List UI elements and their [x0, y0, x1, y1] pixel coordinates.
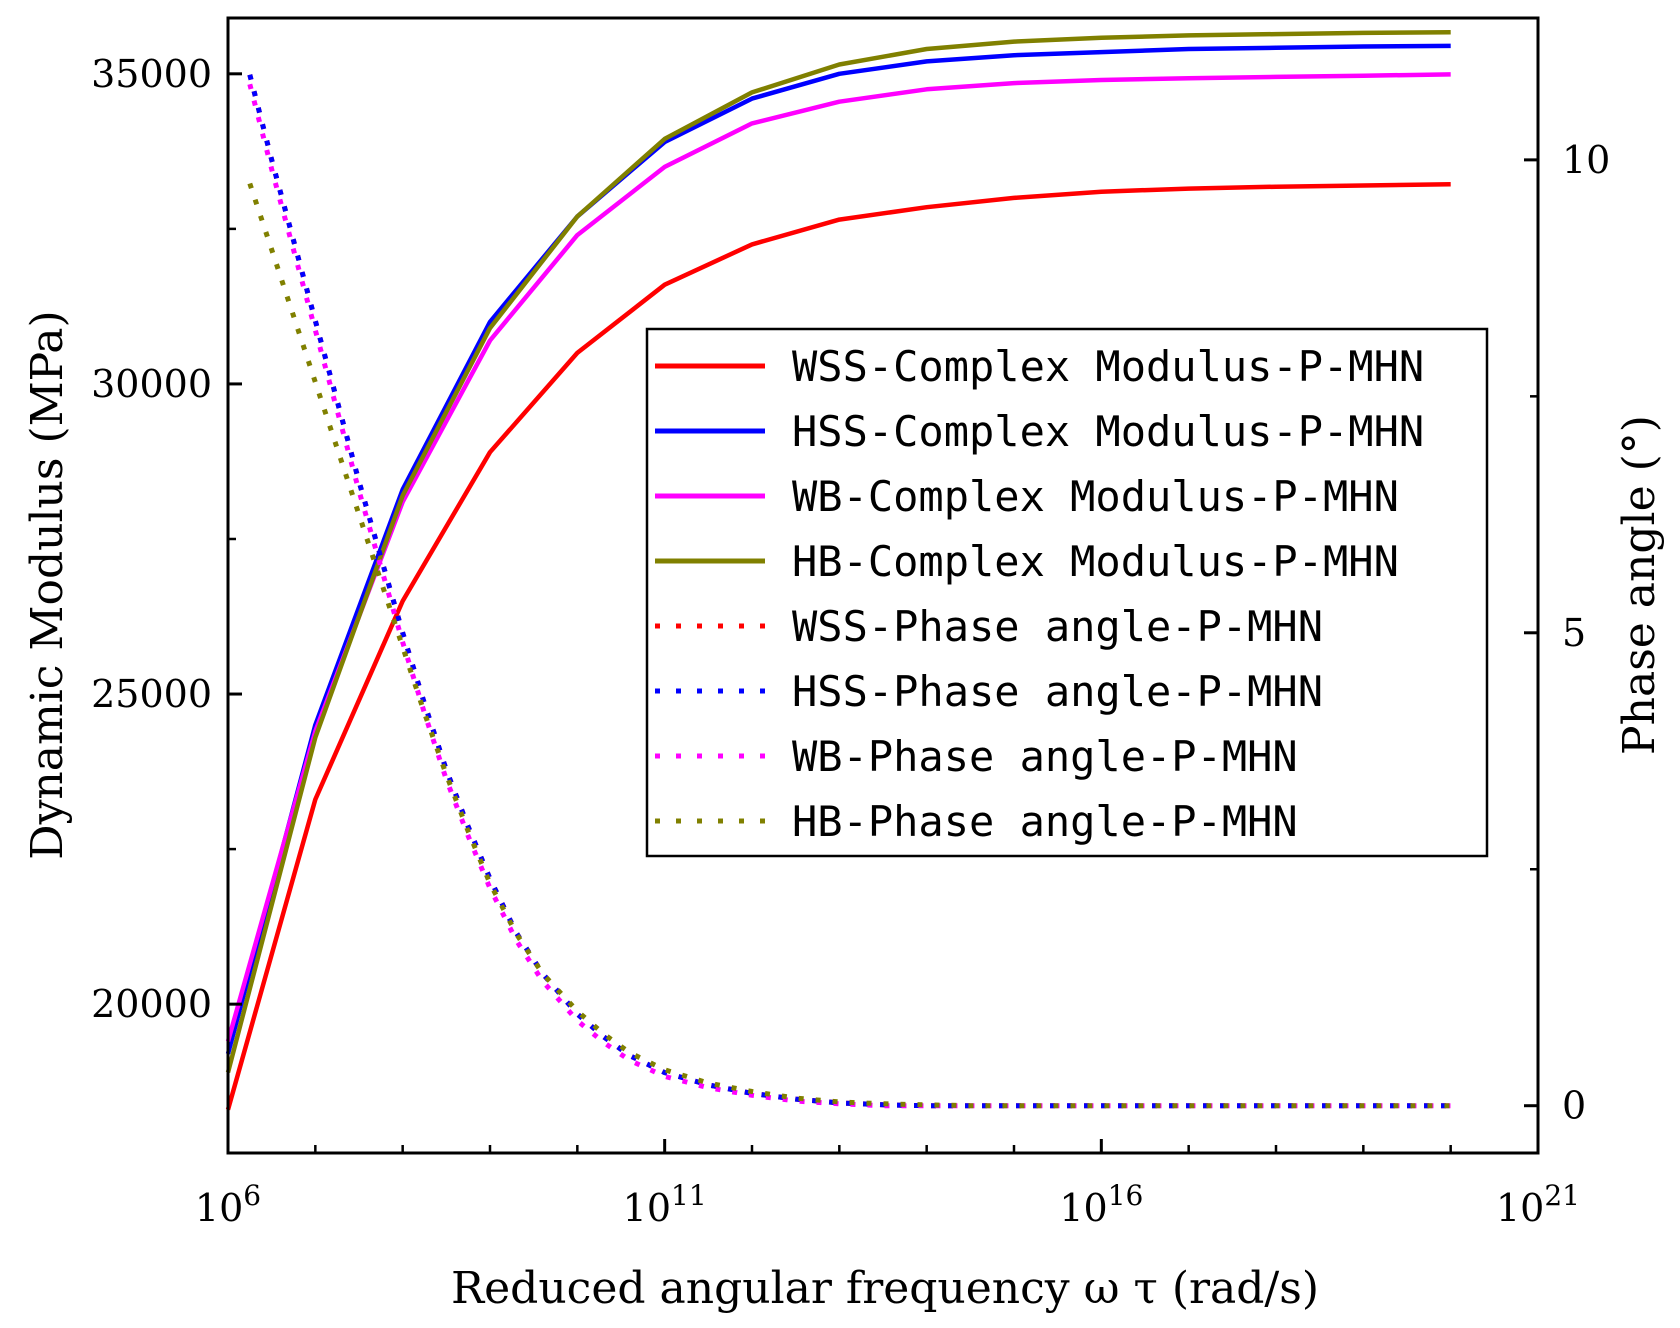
- legend: WSS-Complex Modulus-P-MHN HSS-Complex Mod…: [645, 327, 1489, 858]
- y-tick-label: 35000: [91, 52, 212, 96]
- series-line-hb-phase-angle-p-mhn: [247, 182, 1451, 1109]
- axes-layer: 106 1011 1016 1021 20000 25000 30000 35000 0 5 10: [91, 52, 1610, 1230]
- x-tick-label: 1016: [1059, 1179, 1143, 1230]
- legend-label: HB-Complex Modulus-P-MHN: [792, 537, 1399, 586]
- series-line-wb-complex-modulus-p-mhn: [225, 72, 1451, 1043]
- plot-frame: [226, 16, 1540, 1155]
- legend-label: WB-Complex Modulus-P-MHN: [792, 472, 1399, 521]
- x-tick-label: 1021: [1496, 1179, 1580, 1230]
- series-line-wss-complex-modulus-p-mhn: [225, 181, 1451, 1111]
- legend-label: WSS-Phase angle-P-MHN: [792, 602, 1323, 651]
- x-axis-title: Reduced angular frequency ω τ (rad/s): [451, 1263, 1319, 1314]
- series-line-hss-complex-modulus-p-mhn: [225, 43, 1451, 1055]
- y-axis-title: Dynamic Modulus (MPa): [22, 310, 73, 859]
- series-line-hb-complex-modulus-p-mhn: [225, 30, 1451, 1073]
- y-tick-label: 30000: [91, 362, 212, 406]
- y2-tick-label: 5: [1562, 611, 1586, 655]
- legend-label: HSS-Complex Modulus-P-MHN: [792, 407, 1424, 456]
- y2-tick-label: 0: [1562, 1084, 1586, 1128]
- y2-axis-title: Phase angle (°): [1614, 415, 1665, 755]
- legend-label: HB-Phase angle-P-MHN: [792, 797, 1298, 846]
- y-tick-label: 25000: [91, 672, 212, 716]
- x-tick-label: 106: [195, 1179, 261, 1230]
- y-tick-label: 20000: [91, 982, 212, 1026]
- y2-tick-label: 10: [1562, 138, 1610, 182]
- legend-label: WSS-Complex Modulus-P-MHN: [792, 342, 1424, 391]
- x-tick-label: 1011: [623, 1179, 707, 1230]
- series-layer: [225, 30, 1451, 1111]
- legend-box: [645, 327, 1489, 858]
- legend-label: WB-Phase angle-P-MHN: [792, 732, 1298, 781]
- legend-label: HSS-Phase angle-P-MHN: [792, 667, 1323, 716]
- series-line-wb-phase-angle-p-mhn: [247, 83, 1451, 1109]
